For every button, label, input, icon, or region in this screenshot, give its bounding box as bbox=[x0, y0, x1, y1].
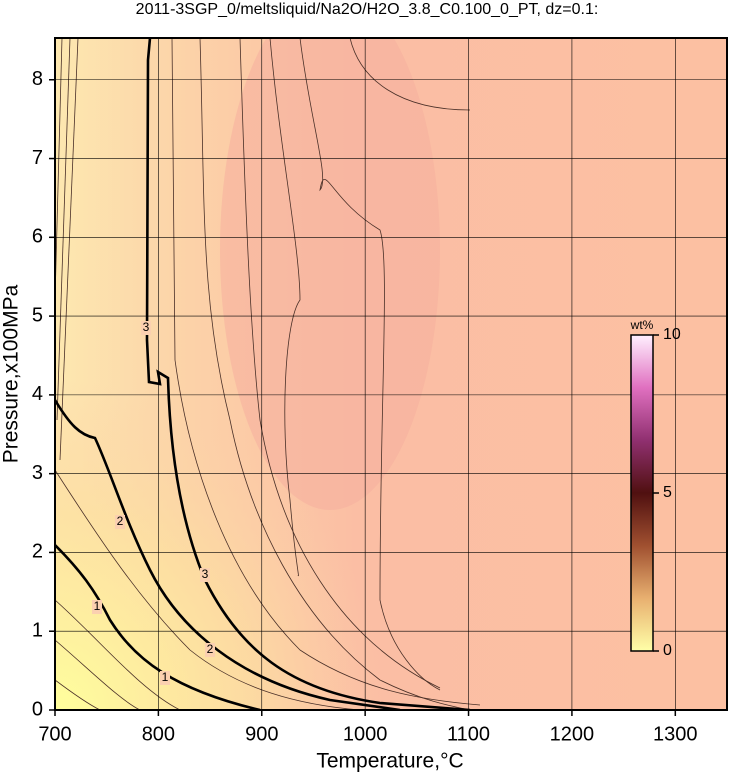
contour-label-bg bbox=[160, 671, 170, 685]
contour-label: 2 bbox=[207, 642, 214, 656]
contour-label-bg bbox=[141, 321, 151, 335]
y-tick-label: 7 bbox=[32, 147, 43, 169]
axes: 700 800 900 1000 1100 1200 1300012345678wt%051… bbox=[32, 37, 728, 745]
contour-label-bg bbox=[92, 600, 102, 614]
contour-label-bg bbox=[115, 515, 125, 529]
y-tick-label: 0 bbox=[32, 698, 43, 720]
contour-line-minor bbox=[349, 38, 471, 111]
contour-label-bg bbox=[200, 568, 210, 582]
colorbar-tick-label: 10 bbox=[663, 326, 681, 343]
y-tick-label: 8 bbox=[32, 68, 43, 90]
y-axis-label: Pressure,x100MPa bbox=[0, 284, 23, 463]
x-tick-label: 1200 bbox=[550, 723, 595, 745]
contour-line-minor bbox=[239, 38, 441, 689]
contour-line-minor bbox=[55, 679, 101, 710]
chart-title: 2011-3SGP_0/meltsliquid/Na2O/H2O_3.8_C0.… bbox=[136, 1, 599, 18]
contour-line-minor bbox=[55, 469, 361, 710]
y-tick-label: 4 bbox=[32, 383, 43, 405]
contour-line bbox=[55, 544, 261, 710]
contours: 1 1 2 2 3 3 bbox=[55, 38, 481, 710]
background bbox=[220, 38, 440, 510]
colorbar-tick-label: 0 bbox=[663, 642, 672, 659]
contour-line-minor bbox=[56, 38, 71, 421]
contour-label: 2 bbox=[117, 514, 124, 528]
x-axis-label: Temperature,°C bbox=[316, 750, 463, 773]
contour-line-minor bbox=[55, 38, 63, 301]
y-tick-label: 5 bbox=[32, 304, 43, 326]
contour-line-minor bbox=[55, 639, 141, 710]
y-tick-label: 1 bbox=[32, 620, 43, 642]
x-tick-label: 1300 bbox=[653, 723, 698, 745]
y-tick-label: 3 bbox=[32, 462, 43, 484]
plot-frame bbox=[54, 37, 728, 711]
colorbar-tick-label: 5 bbox=[663, 484, 672, 501]
contour-label: 1 bbox=[94, 599, 101, 613]
contour-label: 1 bbox=[162, 670, 169, 684]
x-tick-label: 1000 bbox=[343, 723, 388, 745]
contour-label: 3 bbox=[202, 567, 209, 581]
contour-line-minor bbox=[55, 599, 181, 710]
contour-line-minor bbox=[171, 38, 481, 706]
colorbar bbox=[630, 334, 654, 652]
contour-line bbox=[145, 38, 471, 710]
contour-line-minor bbox=[59, 38, 79, 461]
y-tick-label: 2 bbox=[32, 541, 43, 563]
plot-area bbox=[55, 38, 727, 710]
x-tick-label: 1100 bbox=[447, 723, 490, 745]
contour-line-minor bbox=[269, 38, 301, 577]
x-tick-label: 800 bbox=[142, 723, 175, 745]
contour-label-bg bbox=[205, 643, 215, 657]
colorbar-label: wt% bbox=[630, 318, 654, 332]
contour-line-minor bbox=[299, 38, 441, 691]
contour-label: 3 bbox=[143, 320, 150, 334]
y-tick-label: 6 bbox=[32, 226, 43, 248]
contour-line-minor bbox=[199, 38, 471, 710]
x-tick-label: 700 bbox=[38, 723, 71, 745]
contour-line bbox=[55, 399, 401, 710]
x-tick-label: 900 bbox=[245, 723, 278, 745]
